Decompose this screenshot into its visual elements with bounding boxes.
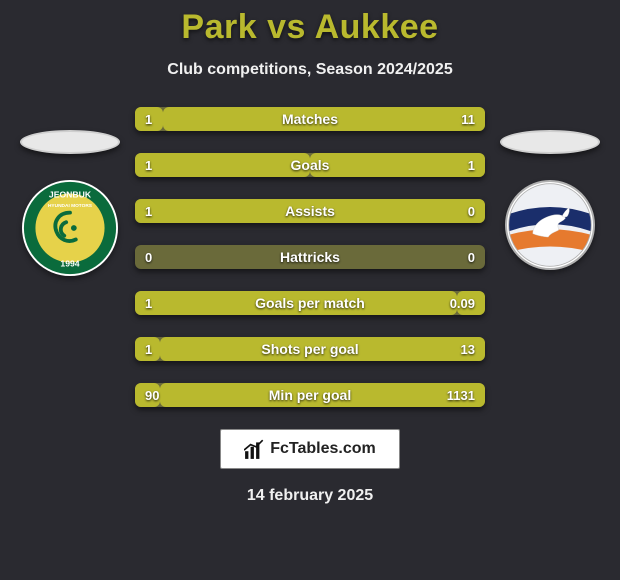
stat-value-left: 1: [135, 204, 205, 219]
stat-value-left: 1: [135, 342, 205, 357]
right-player-badge: [500, 170, 600, 270]
stat-value-left: 1: [135, 158, 205, 173]
generated-date: 14 february 2025: [0, 487, 620, 505]
brand-badge[interactable]: FcTables.com: [220, 429, 400, 469]
stats-table: 1Matches111Goals11Assists00Hattricks01Go…: [135, 107, 485, 407]
stat-row: 1Assists0: [135, 199, 485, 223]
stat-row: 1Shots per goal13: [135, 337, 485, 361]
header: Park vs Aukkee Club competitions, Season…: [0, 0, 620, 79]
page-subtitle: Club competitions, Season 2024/2025: [0, 61, 620, 79]
stat-row: 1Matches11: [135, 107, 485, 131]
svg-text:1994: 1994: [60, 258, 79, 268]
left-club-logo: JEONBUK HYUNDAI MOTORS 1994: [22, 180, 118, 276]
stat-label: Min per goal: [205, 387, 415, 403]
svg-text:JEONBUK: JEONBUK: [49, 189, 92, 199]
stat-value-right: 1131: [415, 388, 485, 403]
stat-value-left: 90: [135, 388, 205, 403]
stat-row: 90Min per goal1131: [135, 383, 485, 407]
stat-row: 1Goals1: [135, 153, 485, 177]
brand-text: FcTables.com: [270, 440, 376, 458]
stat-value-right: 0: [415, 250, 485, 265]
stat-value-left: 1: [135, 112, 205, 127]
right-club-logo: [505, 180, 595, 270]
stat-value-right: 0.09: [415, 296, 485, 311]
stat-label: Shots per goal: [205, 341, 415, 357]
jeonbuk-logo-icon: JEONBUK HYUNDAI MOTORS 1994: [22, 180, 118, 276]
stat-value-right: 13: [415, 342, 485, 357]
bar-chart-icon: [244, 438, 266, 460]
stat-label: Hattricks: [205, 249, 415, 265]
stat-label: Assists: [205, 203, 415, 219]
stat-row: 0Hattricks0: [135, 245, 485, 269]
stat-value-left: 0: [135, 250, 205, 265]
stat-value-left: 1: [135, 296, 205, 311]
disc-shape: [500, 130, 600, 154]
stat-value-right: 11: [415, 112, 485, 127]
left-player-badge: JEONBUK HYUNDAI MOTORS 1994: [20, 170, 120, 276]
stat-label: Goals per match: [205, 295, 415, 311]
stat-value-right: 0: [415, 204, 485, 219]
stat-label: Matches: [205, 111, 415, 127]
svg-text:HYUNDAI MOTORS: HYUNDAI MOTORS: [48, 203, 92, 209]
stat-row: 1Goals per match0.09: [135, 291, 485, 315]
stat-value-right: 1: [415, 158, 485, 173]
disc-shape: [20, 130, 120, 154]
page-title: Park vs Aukkee: [0, 8, 620, 47]
port-fc-logo-icon: [507, 182, 593, 268]
stat-label: Goals: [205, 157, 415, 173]
